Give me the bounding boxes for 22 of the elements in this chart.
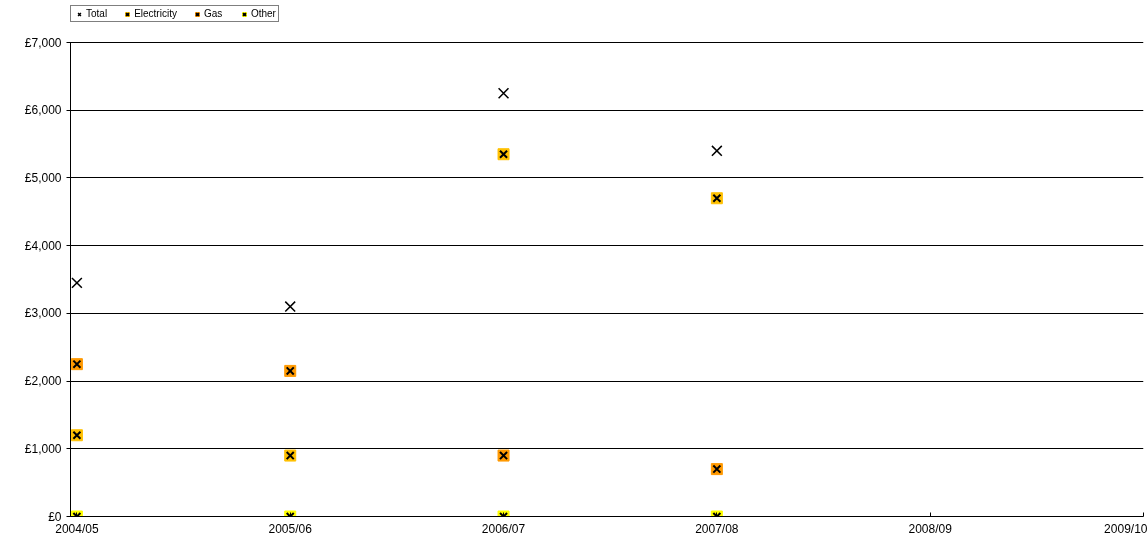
y-tick-label: £6,000 [24,103,62,118]
x-tick-label: 2008/09 [908,521,953,536]
point [711,145,723,157]
y-tick-label: £5,000 [24,170,62,185]
legend-label: Total [86,8,108,19]
x-tick-label: 2004/05 [55,521,99,536]
point [284,300,296,313]
legend-label: Electricity [134,8,177,19]
point [497,87,510,99]
legend-label: Gas [203,8,224,19]
y-tick-label: £1,000 [24,441,62,456]
x-tick-label: 2005/06 [268,521,313,536]
y-tick-label: £0 [48,509,62,524]
x-tick-label: 2007/08 [695,521,739,536]
y-tick-label: £4,000 [24,238,62,253]
y-tick-label: £7,000 [24,35,62,50]
x-tick-label: 2006/07 [481,521,526,536]
y-tick-label: £2,000 [24,374,62,389]
point [71,277,83,289]
x-tick-label: 2009/10 [1104,521,1147,536]
y-tick-label: £3,000 [24,306,62,321]
legend-label: Other [250,8,276,19]
